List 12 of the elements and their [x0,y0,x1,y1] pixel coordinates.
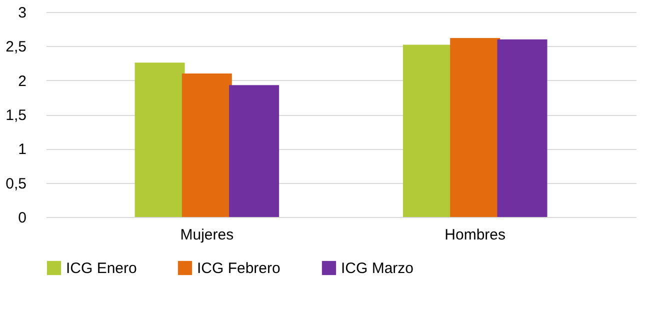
y-tick-label: 1,5 [6,107,26,124]
y-tick-label: 0,5 [6,175,26,192]
y-tick-label: 3 [18,4,26,22]
legend-label: ICG Marzo [341,260,414,277]
x-tick-label: Mujeres [180,226,234,244]
y-tick-label: 2,5 [6,38,26,56]
legend-label: ICG Enero [66,260,137,277]
y-tick-label: 2 [18,72,26,90]
y-tick-label: 0 [18,210,26,226]
y-tick-label: 1 [18,141,26,158]
legend-label: ICG Febrero [197,260,280,277]
x-tick-label: Hombres [444,226,506,244]
